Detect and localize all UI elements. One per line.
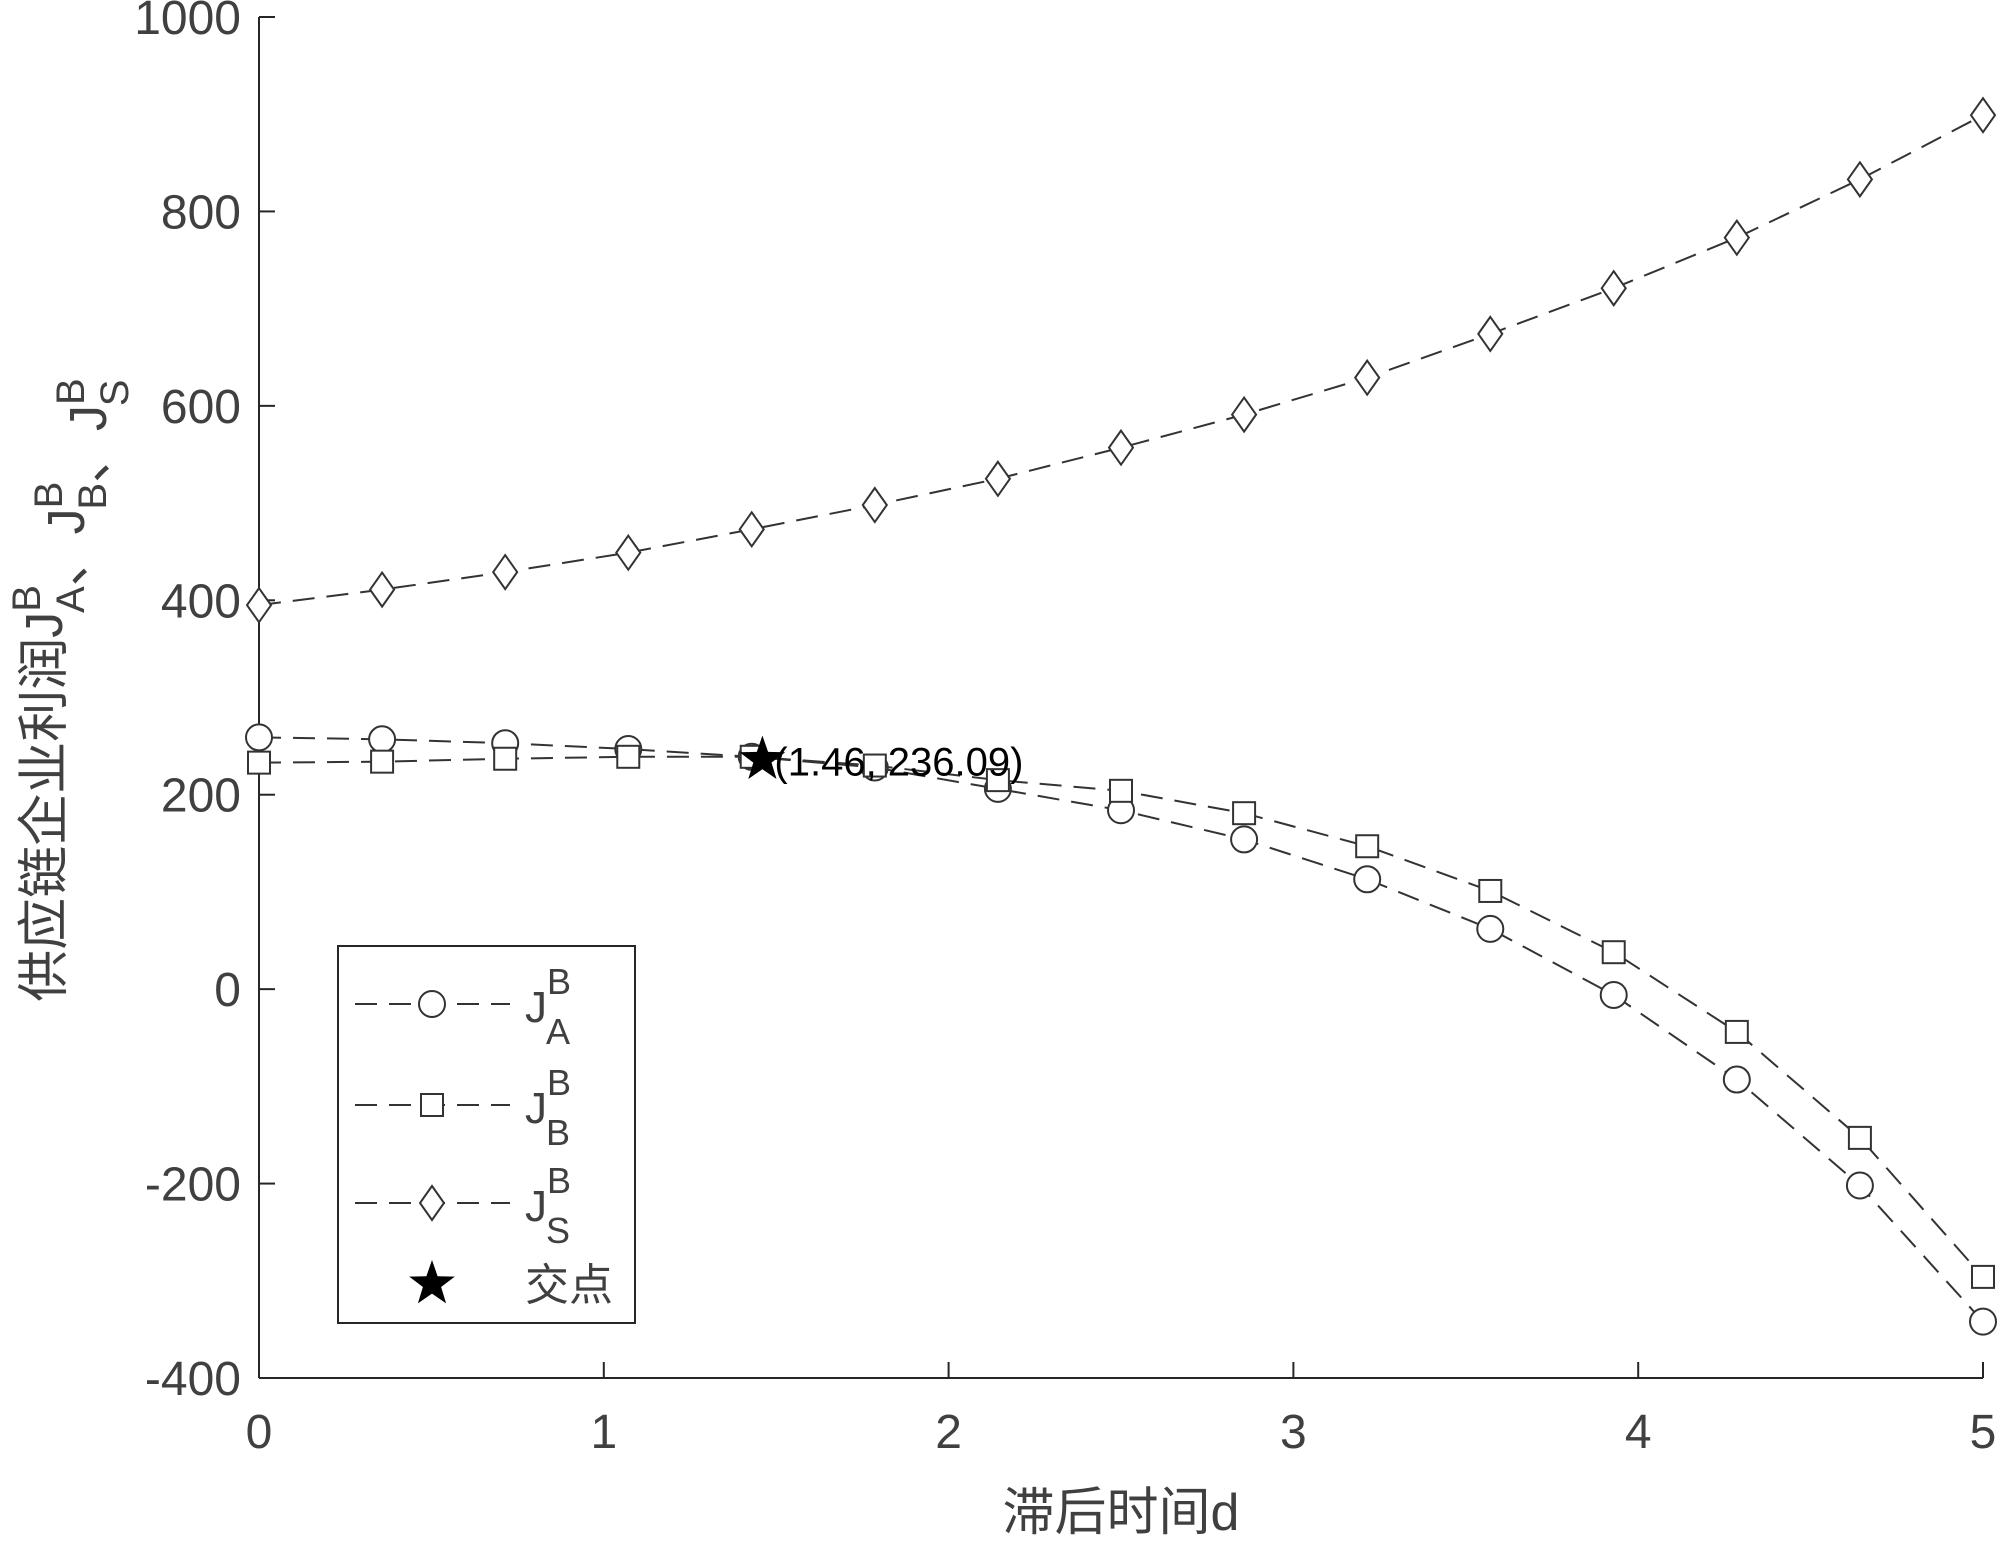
marker — [247, 750, 271, 775]
marker — [1232, 801, 1257, 826]
marker — [1723, 218, 1751, 257]
legend-label: JB A — [525, 961, 571, 1052]
marker — [1476, 914, 1505, 943]
marker — [1353, 865, 1382, 894]
marker — [862, 753, 887, 778]
legend-sub: S — [546, 1210, 570, 1251]
marker — [1353, 358, 1381, 397]
marker — [368, 725, 397, 754]
marker — [1847, 1125, 1872, 1150]
legend-sup: B — [547, 1160, 571, 1201]
legend-name: J — [525, 1182, 547, 1231]
x-tick-label: 2 — [935, 1406, 962, 1459]
star-marker — [739, 735, 786, 779]
marker — [1107, 428, 1135, 467]
marker — [370, 749, 395, 774]
marker — [1969, 1307, 1997, 1336]
y-tick-label: 800 — [161, 186, 241, 239]
marker — [491, 553, 519, 591]
marker — [493, 746, 518, 771]
marker — [1600, 269, 1627, 307]
marker — [1724, 1019, 1749, 1044]
y-label-sub: B — [71, 483, 115, 510]
y-tick-label: 600 — [161, 381, 241, 434]
y-label-sup: B — [27, 482, 71, 509]
annotation: (1.46, 236.09) — [774, 741, 1023, 785]
legend-sub: B — [546, 1112, 570, 1153]
x-tick-label: 3 — [1280, 1406, 1307, 1459]
marker — [1845, 1171, 1874, 1200]
y-label-text: 供应链企业利润J — [16, 612, 74, 1002]
y-label-text: 、J — [38, 508, 96, 586]
marker — [1846, 160, 1874, 199]
marker — [1601, 940, 1626, 965]
y-tick-label: -200 — [145, 1159, 241, 1212]
marker — [1109, 778, 1133, 803]
marker — [420, 1093, 444, 1117]
x-tick-label: 0 — [246, 1406, 273, 1459]
marker — [245, 723, 273, 752]
y-label-sup: B — [5, 585, 49, 612]
marker — [1477, 315, 1504, 353]
marker — [418, 990, 446, 1018]
legend-name: J — [525, 1084, 547, 1133]
legend-sup: B — [547, 1062, 571, 1103]
marker — [1230, 825, 1259, 854]
legend-box — [337, 945, 636, 1324]
legend-label: 交点 — [525, 1261, 613, 1310]
marker — [861, 486, 889, 524]
marker — [245, 586, 273, 624]
legend-sub: A — [546, 1011, 570, 1052]
x-tick-label: 1 — [590, 1406, 617, 1459]
legend-name: J — [525, 983, 547, 1032]
marker — [615, 533, 642, 572]
y-label-sub: A — [49, 586, 93, 613]
y-tick-label: 200 — [161, 770, 241, 823]
star-marker — [409, 1260, 455, 1304]
series-line — [258, 114, 1984, 607]
y-axis-label: 供应链企业利润JBA、JBB、JBS — [5, 378, 137, 1001]
y-tick-label: 1000 — [134, 0, 241, 45]
legend-label: JB S — [525, 1160, 571, 1251]
x-tick-label: 4 — [1625, 1406, 1652, 1459]
marker — [1355, 834, 1380, 859]
marker — [1971, 1264, 1995, 1289]
y-tick-label: 400 — [161, 575, 241, 628]
marker — [418, 1184, 446, 1222]
y-label-text: 、J — [60, 405, 118, 483]
marker — [1478, 878, 1503, 903]
x-tick-label: 5 — [1970, 1406, 1997, 1459]
marker — [984, 460, 1012, 498]
marker — [368, 570, 396, 609]
marker — [738, 510, 765, 549]
marker — [1969, 96, 1997, 134]
y-tick-label: -400 — [145, 1353, 241, 1406]
x-axis-label: 滞后时间d — [1003, 1484, 1240, 1541]
y-tick-label: 0 — [214, 964, 241, 1017]
marker — [985, 768, 1010, 793]
legend-label: JB B — [525, 1062, 571, 1153]
marker — [1722, 1065, 1751, 1094]
marker — [1599, 980, 1628, 1009]
y-label-sub: S — [93, 380, 137, 407]
y-label-sup: B — [49, 378, 93, 405]
marker — [1230, 395, 1258, 434]
marker — [616, 744, 641, 769]
legend-sup: B — [547, 961, 571, 1002]
